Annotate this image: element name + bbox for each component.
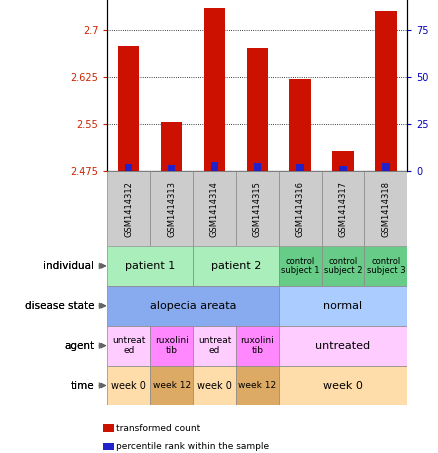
Bar bbox=[297, 164, 304, 171]
Bar bbox=[107, 286, 279, 326]
Text: GSM1414314: GSM1414314 bbox=[210, 181, 219, 236]
Text: week 12: week 12 bbox=[238, 381, 276, 390]
Bar bbox=[339, 166, 347, 171]
Text: week 0: week 0 bbox=[197, 381, 232, 390]
Text: individual: individual bbox=[43, 261, 94, 271]
Bar bbox=[150, 171, 193, 246]
Bar bbox=[193, 366, 236, 405]
Bar bbox=[236, 326, 279, 366]
Text: GSM1414318: GSM1414318 bbox=[381, 181, 390, 236]
Bar bbox=[150, 326, 193, 366]
Text: agent: agent bbox=[64, 341, 94, 351]
Bar bbox=[193, 246, 279, 286]
Text: control
subject 1: control subject 1 bbox=[281, 256, 319, 275]
Bar bbox=[161, 122, 182, 171]
Bar bbox=[247, 48, 268, 171]
Text: transformed count: transformed count bbox=[116, 424, 200, 433]
Text: control
subject 2: control subject 2 bbox=[324, 256, 362, 275]
Text: individual: individual bbox=[43, 261, 94, 271]
Bar bbox=[103, 424, 114, 432]
Bar bbox=[321, 171, 364, 246]
Text: agent: agent bbox=[64, 341, 94, 351]
Text: patient 1: patient 1 bbox=[125, 261, 175, 271]
Bar bbox=[279, 286, 407, 326]
Bar bbox=[193, 171, 236, 246]
Text: untreat
ed: untreat ed bbox=[112, 336, 145, 355]
Text: percentile rank within the sample: percentile rank within the sample bbox=[116, 442, 269, 451]
Text: GSM1414317: GSM1414317 bbox=[339, 181, 347, 236]
Bar bbox=[236, 366, 279, 405]
Bar bbox=[168, 164, 175, 171]
Text: GSM1414315: GSM1414315 bbox=[253, 181, 262, 236]
Bar bbox=[321, 246, 364, 286]
Bar bbox=[107, 366, 150, 405]
Bar bbox=[107, 326, 150, 366]
Text: normal: normal bbox=[324, 301, 363, 311]
Text: disease state: disease state bbox=[25, 301, 94, 311]
Bar bbox=[332, 150, 354, 171]
Bar bbox=[279, 366, 407, 405]
Text: untreated: untreated bbox=[315, 341, 371, 351]
Text: control
subject 3: control subject 3 bbox=[367, 256, 405, 275]
Text: untreat
ed: untreat ed bbox=[198, 336, 231, 355]
Bar bbox=[279, 171, 321, 246]
Text: week 12: week 12 bbox=[152, 381, 191, 390]
Bar bbox=[254, 163, 261, 171]
Bar bbox=[118, 46, 139, 171]
Text: GSM1414316: GSM1414316 bbox=[296, 181, 305, 236]
Bar bbox=[364, 246, 407, 286]
Bar bbox=[204, 8, 225, 171]
Text: ruxolini
tib: ruxolini tib bbox=[240, 336, 274, 355]
Bar bbox=[107, 246, 193, 286]
Bar bbox=[290, 79, 311, 171]
Text: patient 2: patient 2 bbox=[211, 261, 261, 271]
Text: week 0: week 0 bbox=[323, 381, 363, 390]
Bar bbox=[236, 171, 279, 246]
Text: time: time bbox=[71, 381, 94, 390]
Text: GSM1414312: GSM1414312 bbox=[124, 181, 133, 236]
Text: GSM1414313: GSM1414313 bbox=[167, 181, 176, 236]
Bar bbox=[364, 171, 407, 246]
Text: week 0: week 0 bbox=[111, 381, 146, 390]
Bar bbox=[279, 246, 321, 286]
Bar bbox=[375, 11, 397, 171]
Bar bbox=[107, 171, 150, 246]
Bar bbox=[193, 326, 236, 366]
Text: alopecia areata: alopecia areata bbox=[150, 301, 236, 311]
Bar bbox=[211, 162, 218, 171]
Bar bbox=[125, 164, 132, 171]
Text: disease state: disease state bbox=[25, 301, 94, 311]
Bar bbox=[279, 326, 407, 366]
Text: ruxolini
tib: ruxolini tib bbox=[155, 336, 188, 355]
Bar bbox=[150, 366, 193, 405]
Bar bbox=[103, 443, 114, 450]
Text: time: time bbox=[71, 381, 94, 390]
Bar bbox=[382, 163, 390, 171]
